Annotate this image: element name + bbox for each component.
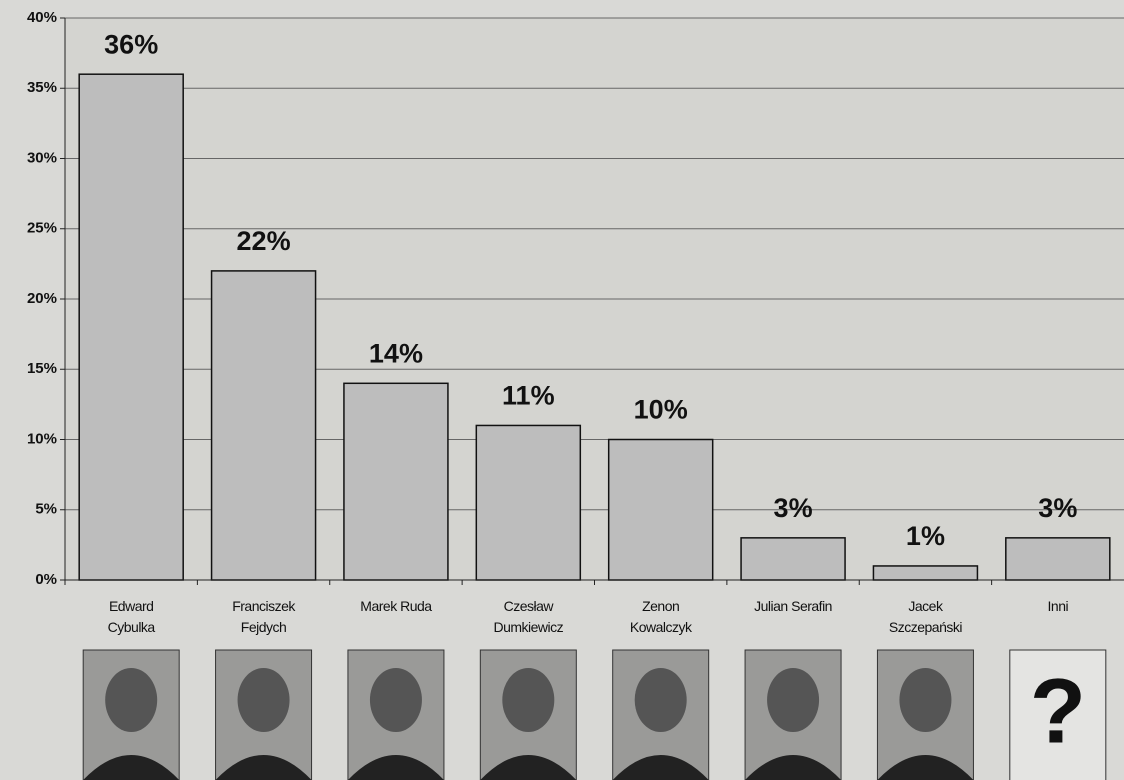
x-tick-label: Zenon Kowalczyk: [596, 596, 726, 638]
chart: 0% 5% 10% 15% 20% 25% 30% 35% 40% 36% 22% 14% 11% 10%…: [0, 0, 1124, 780]
photo-head: [767, 668, 819, 732]
bar: [476, 425, 580, 580]
value-label: 3%: [1038, 493, 1077, 523]
x-tick-label: Franciszek Fejdych: [199, 596, 329, 638]
x-tick-label: Edward Cybulka: [66, 596, 196, 638]
bar: [873, 566, 977, 580]
x-tick-label: Czesław Dumkiewicz: [463, 596, 593, 638]
annotation: ?: [1030, 660, 1086, 762]
bar: [212, 271, 316, 580]
photo-head: [635, 668, 687, 732]
value-label: 3%: [774, 493, 813, 523]
bar: [609, 440, 713, 581]
value-label: 14%: [369, 338, 423, 368]
y-tick-label: 40%: [27, 9, 57, 26]
value-label: 10%: [634, 395, 688, 425]
photo-head: [370, 668, 422, 732]
x-tick-label: Jacek Szczepański: [860, 596, 990, 638]
y-tick-label: 25%: [27, 220, 57, 237]
photo-head: [502, 668, 554, 732]
photo-head: [105, 668, 157, 732]
bar: [1006, 538, 1110, 580]
photo-head: [899, 668, 951, 732]
y-tick-label: 5%: [35, 501, 57, 518]
y-tick-label: 35%: [27, 79, 57, 96]
photo-head: [238, 668, 290, 732]
y-tick-label: 15%: [27, 360, 57, 377]
y-tick-label: 30%: [27, 149, 57, 166]
value-label: 1%: [906, 521, 945, 551]
x-tick-label: Julian Serafin: [728, 596, 858, 617]
x-tick-label: Inni: [993, 596, 1123, 617]
page: 0% 5% 10% 15% 20% 25% 30% 35% 40% 36% 22% 14% 11% 10%…: [0, 0, 1124, 780]
bar: [79, 74, 183, 580]
value-label: 22%: [237, 226, 291, 256]
x-tick-label: Marek Ruda: [331, 596, 461, 617]
bar: [344, 383, 448, 580]
y-tick-label: 10%: [27, 430, 57, 447]
y-tick-label: 0%: [35, 571, 57, 588]
bar: [741, 538, 845, 580]
value-label: 11%: [502, 381, 555, 411]
value-label: 36%: [104, 29, 158, 59]
y-tick-label: 20%: [27, 290, 57, 307]
